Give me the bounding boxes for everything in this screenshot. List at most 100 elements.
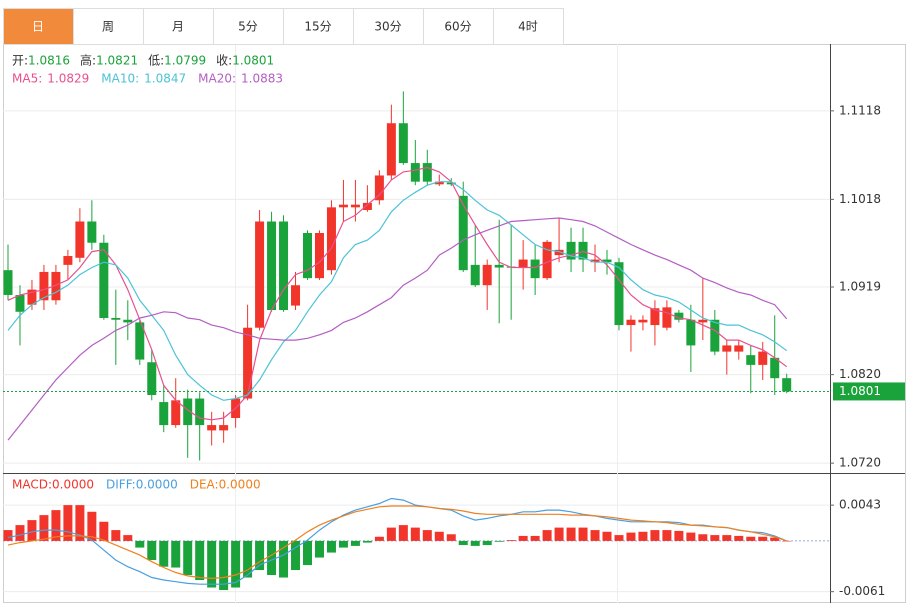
tab[interactable]	[73, 8, 144, 45]
candle-body	[482, 264, 492, 286]
candle-body	[494, 264, 504, 268]
candle-body	[710, 319, 720, 352]
macd-bar	[87, 511, 97, 541]
macd-bar	[326, 540, 336, 553]
candle-body	[15, 294, 25, 312]
legend-text: DIFF:	[106, 478, 136, 492]
candle-body	[183, 398, 193, 426]
macd-bar	[123, 535, 133, 541]
last-price-box	[833, 382, 905, 401]
candle-body	[207, 425, 217, 431]
macd-bar	[698, 534, 708, 541]
candle-body	[147, 362, 157, 395]
macd-bar	[255, 540, 265, 571]
candle-body	[99, 242, 109, 318]
macd-bar	[219, 540, 229, 591]
tab-label[interactable]: 15分	[304, 20, 331, 34]
tab[interactable]	[143, 8, 214, 45]
macd-bar	[291, 540, 301, 571]
macd-bar	[267, 540, 277, 576]
candle-body	[578, 241, 588, 260]
series-line	[7, 217, 788, 441]
candle-body	[398, 123, 408, 164]
macd-bar	[338, 540, 348, 548]
candle-body	[111, 317, 121, 320]
macd-bar	[3, 530, 13, 541]
legend-text: 收:	[216, 54, 232, 68]
macd-bar	[362, 540, 372, 543]
macd-bar	[686, 532, 696, 541]
macd-bar	[782, 540, 792, 542]
macd-bar	[159, 540, 169, 567]
macd-bar	[494, 540, 504, 542]
tab-label[interactable]: 30分	[374, 20, 401, 34]
tab[interactable]	[493, 8, 564, 45]
legend-text: MACD:	[12, 478, 52, 492]
series-line	[7, 166, 788, 421]
macd-bar	[231, 540, 241, 588]
candle-body	[674, 312, 684, 320]
candle-body	[326, 207, 336, 271]
candle-body	[434, 181, 444, 185]
candle-body	[734, 345, 744, 352]
macd-bar	[434, 531, 444, 541]
tab-label[interactable]: 60分	[444, 20, 471, 34]
macd-bar	[410, 527, 420, 541]
legend-text: 1.0816	[28, 54, 70, 68]
candle-body	[422, 163, 432, 182]
macd-bar	[446, 534, 456, 541]
tab-label[interactable]: 月	[172, 20, 184, 34]
macd-bar	[734, 535, 744, 541]
macd-bar	[650, 530, 660, 541]
y-tick-label: 0.0043	[839, 498, 881, 512]
macd-bar	[350, 540, 360, 546]
macd-bar	[314, 540, 324, 558]
tab-label[interactable]: 日	[32, 20, 44, 34]
candle-body	[554, 249, 564, 256]
legend-text: 0.0000	[136, 478, 178, 492]
macd-bar	[386, 527, 396, 541]
candle-body	[338, 204, 348, 208]
macd-bar	[99, 521, 109, 541]
tab-label[interactable]: 4时	[518, 20, 538, 34]
legend-text: MA20:	[198, 72, 236, 86]
macd-bar	[470, 540, 480, 546]
tab-label[interactable]: 5分	[238, 20, 258, 34]
macd-bar	[171, 540, 181, 568]
legend-text: 1.0799	[164, 54, 206, 68]
macd-bar	[207, 540, 217, 588]
y-tick-label: 1.0919	[839, 279, 881, 293]
macd-bar	[63, 505, 73, 541]
macd-bar	[758, 536, 768, 541]
tab[interactable]	[283, 8, 354, 45]
macd-bar	[422, 530, 432, 541]
candle-body	[530, 259, 540, 279]
candle-body	[63, 256, 73, 265]
candle-body	[542, 241, 552, 279]
candle-body	[279, 221, 289, 311]
macd-bar	[602, 531, 612, 541]
candle-body	[770, 357, 780, 379]
macd-bar	[398, 525, 408, 541]
legend-text: 低:	[148, 54, 164, 68]
macd-bar	[554, 527, 564, 541]
candle-body	[470, 264, 480, 286]
candle-body	[458, 195, 468, 271]
macd-bar	[27, 520, 37, 541]
candle-body	[626, 319, 636, 326]
candle-body	[27, 289, 37, 305]
candle-body	[518, 259, 528, 268]
candle-body	[746, 355, 756, 365]
y-tick-label: 1.0820	[839, 367, 881, 381]
tab-label[interactable]: 周	[102, 20, 114, 34]
macd-bar	[746, 536, 756, 541]
candle-body	[171, 400, 181, 426]
legend-text: 1.0821	[96, 54, 138, 68]
macd-bar	[374, 536, 384, 541]
candle-body	[123, 319, 133, 323]
macd-bar	[39, 515, 49, 541]
tab[interactable]	[3, 8, 74, 45]
candle-body	[314, 233, 324, 279]
legend-text: 1.0847	[144, 72, 186, 86]
